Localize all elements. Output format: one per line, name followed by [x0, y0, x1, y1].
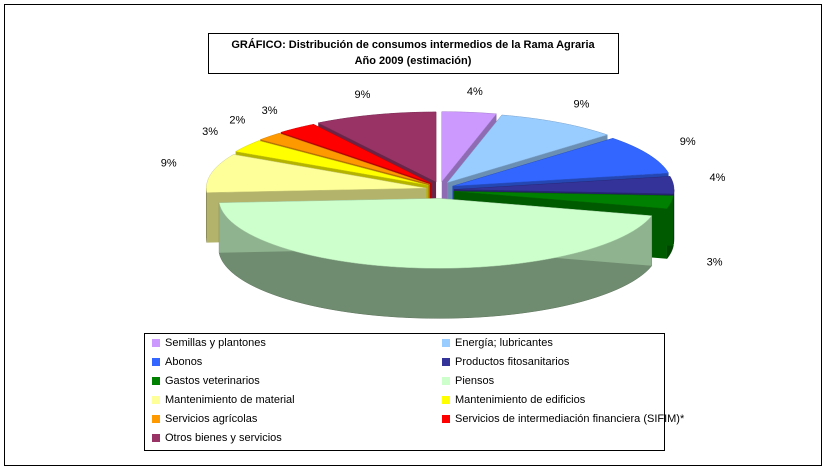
slice: [441, 111, 497, 183]
legend-label: Productos fitosanitarios: [455, 356, 570, 368]
slice: [453, 176, 675, 195]
legend-label: Mantenimiento de material: [165, 394, 295, 406]
slice: [259, 132, 430, 185]
value-label: 9%: [354, 89, 370, 101]
value-label: 3%: [262, 105, 278, 117]
value-label: 9%: [680, 136, 696, 148]
slice: [279, 123, 432, 184]
value-label: 4%: [709, 172, 725, 184]
value-label: 9%: [161, 158, 177, 170]
value-label: 9%: [574, 98, 590, 110]
legend-label: Mantenimiento de edificios: [455, 394, 586, 406]
legend-label: Servicios agrícolas: [165, 413, 258, 425]
slice: [206, 154, 427, 193]
legend-swatch: [442, 396, 450, 404]
slice: [452, 138, 670, 187]
legend-swatch: [442, 415, 450, 423]
value-label: 4%: [467, 86, 483, 98]
legend-swatch: [152, 434, 160, 442]
legend-swatch: [152, 358, 160, 366]
legend-box: [144, 333, 665, 451]
legend-swatch: [152, 396, 160, 404]
legend-swatch: [442, 358, 450, 366]
value-label: 3%: [202, 126, 218, 138]
slice: [218, 198, 653, 269]
slice: [453, 191, 674, 209]
legend-label: Abonos: [165, 356, 203, 368]
legend-swatch: [152, 339, 160, 347]
legend-swatch: [442, 377, 450, 385]
legend-label: Gastos veterinarios: [165, 375, 260, 387]
chart-subtitle: Año 2009 (estimación): [355, 55, 472, 67]
legend-swatch: [442, 339, 450, 347]
legend-swatch: [152, 377, 160, 385]
value-label: 3%: [707, 256, 723, 268]
slice: [317, 111, 437, 183]
chart-title: GRÁFICO: Distribución de consumos interm…: [231, 38, 595, 51]
pie: [206, 111, 675, 319]
legend-label: Semillas y plantones: [165, 337, 266, 349]
slice: [446, 114, 609, 184]
legend-label: Otros bienes y servicios: [165, 432, 282, 444]
legend-swatch: [152, 415, 160, 423]
legend: Semillas y plantones Energía; lubricantes…: [152, 337, 685, 444]
legend-label: Servicios de intermediación financiera (…: [455, 413, 685, 425]
legend-label: Energía; lubricantes: [455, 337, 553, 349]
value-label: 2%: [229, 115, 245, 127]
title-box: [208, 33, 619, 74]
legend-label: Piensos: [455, 375, 495, 387]
slice: [234, 140, 429, 186]
